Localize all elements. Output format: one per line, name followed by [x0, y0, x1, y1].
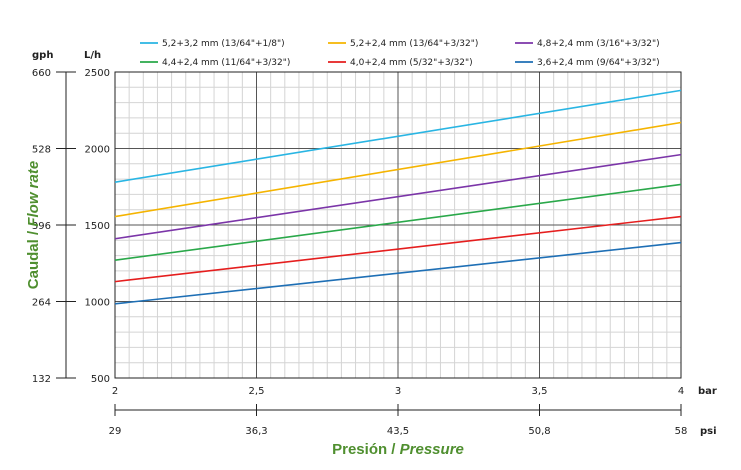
series-line-3 — [114, 153, 682, 240]
x-axis-title: Presión / Pressure — [332, 441, 464, 458]
y-tick-gph: 132 — [32, 374, 51, 385]
y-tick-labels: 500 132 1000 264 1500 396 2000 528 2500 660 — [32, 68, 110, 385]
series-line-1 — [114, 89, 682, 183]
x-tick-psi: 29 — [109, 426, 122, 437]
legend: 5,2+3,2 mm (13/64"+1/8") 5,2+2,4 mm (13/6… — [140, 39, 660, 68]
plot-frame — [114, 71, 682, 379]
x-tick-bar: 2 — [112, 386, 118, 397]
y-tick-lh: 2500 — [85, 68, 110, 79]
x-tick-psi: 43,5 — [387, 426, 409, 437]
x-tick-bar: 3 — [395, 386, 401, 397]
legend-label-4: 4,4+2,4 mm (11/64"+3/32") — [162, 58, 290, 68]
x-tick-psi: 36,3 — [245, 426, 267, 437]
y-axis-title-es: Caudal / — [25, 227, 42, 290]
x-tick-bar: 2,5 — [249, 386, 265, 397]
legend-label-1: 5,2+3,2 mm (13/64"+1/8") — [162, 39, 285, 49]
y-tick-lh: 2000 — [85, 145, 110, 156]
x-tick-psi: 50,8 — [528, 426, 550, 437]
x-axis-title-es: Presión / — [332, 441, 400, 458]
y-tick-gph: 528 — [32, 145, 51, 156]
y-tick-lh: 1500 — [85, 221, 110, 232]
series-line-5 — [114, 215, 682, 283]
y-axis-title: Caudal / Flow rate — [25, 161, 42, 289]
legend-label-3: 4,8+2,4 mm (3/16"+3/32") — [537, 39, 660, 49]
series-line-4 — [114, 183, 682, 261]
y-tick-lh: 1000 — [85, 298, 110, 309]
y-tick-lh: 500 — [91, 374, 110, 385]
bar-unit-label: bar — [698, 386, 717, 397]
x-axis-title-en: Pressure — [400, 441, 464, 458]
series-lines — [114, 89, 682, 305]
x-tick-psi: 58 — [675, 426, 688, 437]
y-tick-gph: 660 — [32, 68, 51, 79]
x-tick-bar: 4 — [678, 386, 684, 397]
y-tick-gph: 264 — [32, 298, 51, 309]
x-tick-labels: 2 29 2,5 36,3 3 43,5 3,5 50,8 4 58 — [109, 386, 688, 437]
gph-unit-label: gph — [32, 50, 53, 61]
y-axis-title-en: Flow rate — [25, 161, 42, 227]
y-tick-gph: 396 — [32, 221, 51, 232]
legend-label-6: 3,6+2,4 mm (9/64"+3/32") — [537, 58, 660, 68]
series-line-2 — [114, 121, 682, 218]
series-line-6 — [114, 241, 682, 305]
psi-unit-label: psi — [700, 426, 717, 437]
x-tick-bar: 3,5 — [532, 386, 548, 397]
lh-unit-label: L/h — [84, 50, 101, 61]
legend-label-5: 4,0+2,4 mm (5/32"+3/32") — [350, 58, 473, 68]
legend-label-2: 5,2+2,4 mm (13/64"+3/32") — [350, 39, 478, 49]
